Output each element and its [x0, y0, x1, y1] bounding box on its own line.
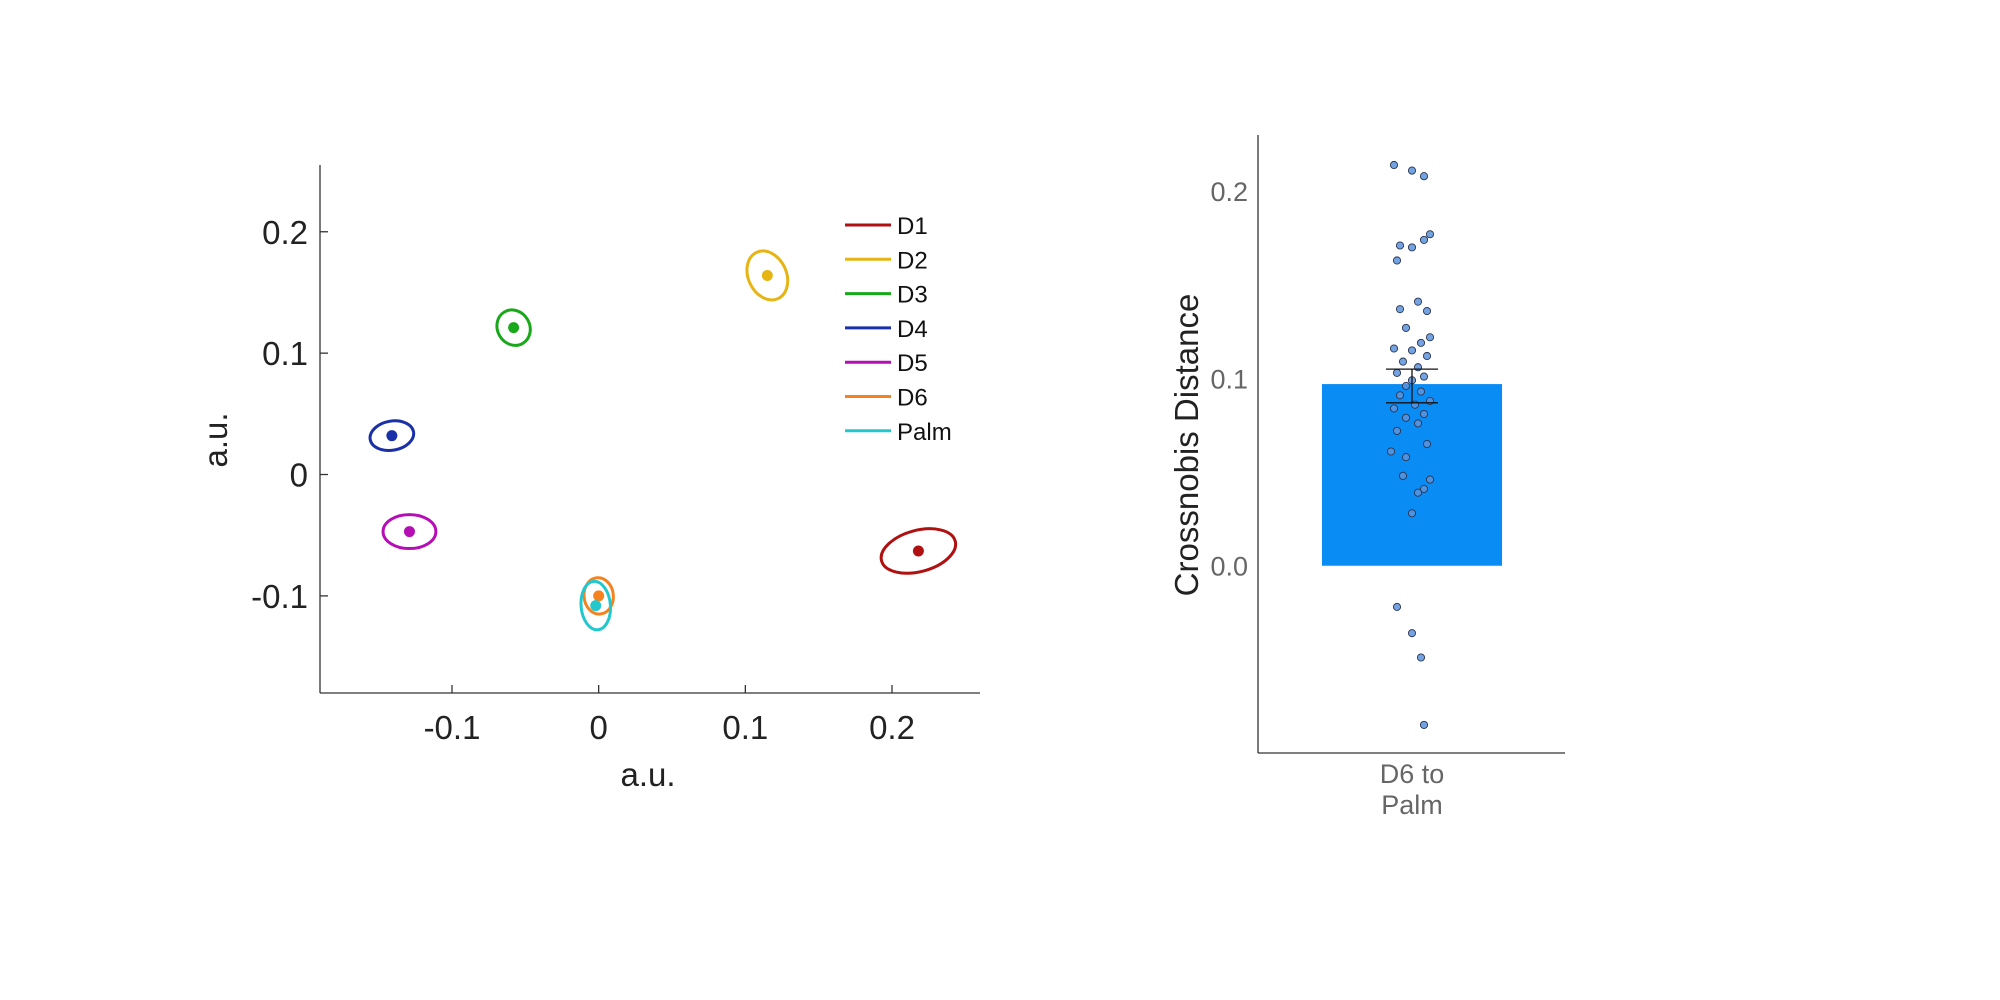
- embedding-axes: [319, 165, 980, 694]
- point-d5: [403, 526, 415, 538]
- ellipse-d5: [381, 513, 438, 551]
- embedding-y-tick-label: -0.1: [251, 578, 308, 615]
- distance-y-tick-label: 0.1: [1210, 364, 1248, 394]
- ellipse-d1: [879, 527, 958, 575]
- point-palm: [590, 600, 602, 612]
- point-d4: [386, 430, 398, 442]
- data-point: [1389, 160, 1399, 170]
- data-point: [1422, 351, 1432, 361]
- data-point: [1425, 475, 1435, 484]
- data-point: [1407, 509, 1417, 518]
- data-point: [1395, 241, 1405, 250]
- distance-ticks: 0.0 0.1 0.2: [1210, 177, 1248, 582]
- legend-label-d3: D3: [897, 282, 928, 309]
- ellipse-d2: [745, 249, 790, 302]
- embedding-marks: [368, 249, 958, 632]
- embedding-plot: -0.1 0 0.1 0.2-0.100.10.2 a.u. a.u. D1D2D3D…: [197, 165, 980, 793]
- ellipse-d6: [582, 576, 615, 616]
- ellipse-palm: [579, 579, 612, 632]
- point-d6: [593, 590, 605, 602]
- point-d3: [508, 322, 520, 334]
- data-point: [1416, 387, 1426, 396]
- data-point: [1422, 439, 1432, 449]
- data-point: [1392, 426, 1402, 435]
- embedding-x-axis-title: a.u.: [620, 756, 675, 793]
- embedding-y-tick-label: 0.1: [262, 335, 308, 372]
- category-label-d6-to-palm: D6 to Palm: [1380, 759, 1445, 820]
- data-point: [1395, 305, 1405, 314]
- ellipse-d3: [495, 308, 532, 347]
- data-point: [1401, 381, 1411, 390]
- legend: D1 D2 D3 D4 D5 D6 Palm: [845, 213, 952, 446]
- data-point: [1395, 391, 1405, 400]
- data-point: [1401, 453, 1411, 462]
- distance-marks: [1322, 160, 1502, 729]
- legend-label-d4: D4: [897, 316, 928, 343]
- distance-y-tick-label: 0.2: [1210, 177, 1248, 207]
- data-point: [1389, 404, 1399, 413]
- legend-label-d5: D5: [897, 350, 928, 377]
- data-point: [1392, 256, 1402, 265]
- data-point: [1392, 602, 1402, 611]
- embedding-x-tick-label: -0.1: [424, 709, 481, 746]
- data-point: [1425, 230, 1435, 239]
- legend-label-d2: D2: [897, 247, 928, 274]
- data-point: [1413, 297, 1423, 306]
- point-d2: [761, 269, 773, 281]
- data-point: [1401, 323, 1411, 332]
- bar-d6-to-palm: [1322, 384, 1502, 566]
- data-point: [1416, 338, 1426, 347]
- distance-y-axis-title: Crossnobis Distance: [1168, 294, 1205, 597]
- legend-label-palm: Palm: [897, 419, 952, 446]
- embedding-y-tick-label: 0: [290, 457, 308, 494]
- data-point: [1419, 484, 1429, 493]
- distance-axes: [1257, 135, 1565, 754]
- data-point: [1419, 720, 1429, 729]
- embedding-ticks: -0.1 0 0.1 0.2 -0.1 0 0.1 0.2: [251, 214, 915, 746]
- data-point: [1401, 413, 1411, 422]
- data-point: [1425, 333, 1435, 342]
- data-point: [1386, 447, 1396, 456]
- data-point: [1422, 306, 1432, 316]
- category-label-line: D6 to: [1380, 759, 1445, 789]
- legend-label-d1: D1: [897, 213, 928, 240]
- data-point: [1407, 166, 1417, 175]
- embedding-y-axis-title: a.u.: [197, 412, 234, 467]
- distance-plot: 0.0 0.1 0.2 Crossnobis Distance D6 to Palm: [1168, 135, 1565, 820]
- embedding-y-tick-label: 0.2: [262, 214, 308, 251]
- data-point: [1407, 629, 1417, 638]
- data-point: [1419, 172, 1429, 181]
- data-point: [1392, 368, 1402, 377]
- data-point: [1407, 243, 1417, 252]
- data-point: [1416, 653, 1426, 662]
- data-point: [1407, 346, 1417, 355]
- data-point: [1419, 372, 1429, 381]
- point-d1: [912, 545, 924, 557]
- data-point: [1389, 344, 1399, 353]
- distance-category-labels: D6 to Palm: [1380, 759, 1445, 820]
- data-point: [1398, 471, 1408, 480]
- distance-y-tick-label: 0.0: [1210, 552, 1248, 582]
- category-label-line: Palm: [1381, 790, 1443, 820]
- embedding-x-tick-label: 0.1: [722, 709, 768, 746]
- embedding-x-tick-label: 0.2: [869, 709, 915, 746]
- ellipse-d4: [368, 419, 416, 453]
- embedding-x-tick-label: 0: [589, 709, 607, 746]
- data-point: [1413, 488, 1423, 497]
- data-point: [1419, 409, 1429, 419]
- data-point: [1413, 419, 1423, 428]
- legend-label-d6: D6: [897, 385, 928, 412]
- data-point: [1398, 357, 1408, 366]
- data-point: [1419, 235, 1429, 244]
